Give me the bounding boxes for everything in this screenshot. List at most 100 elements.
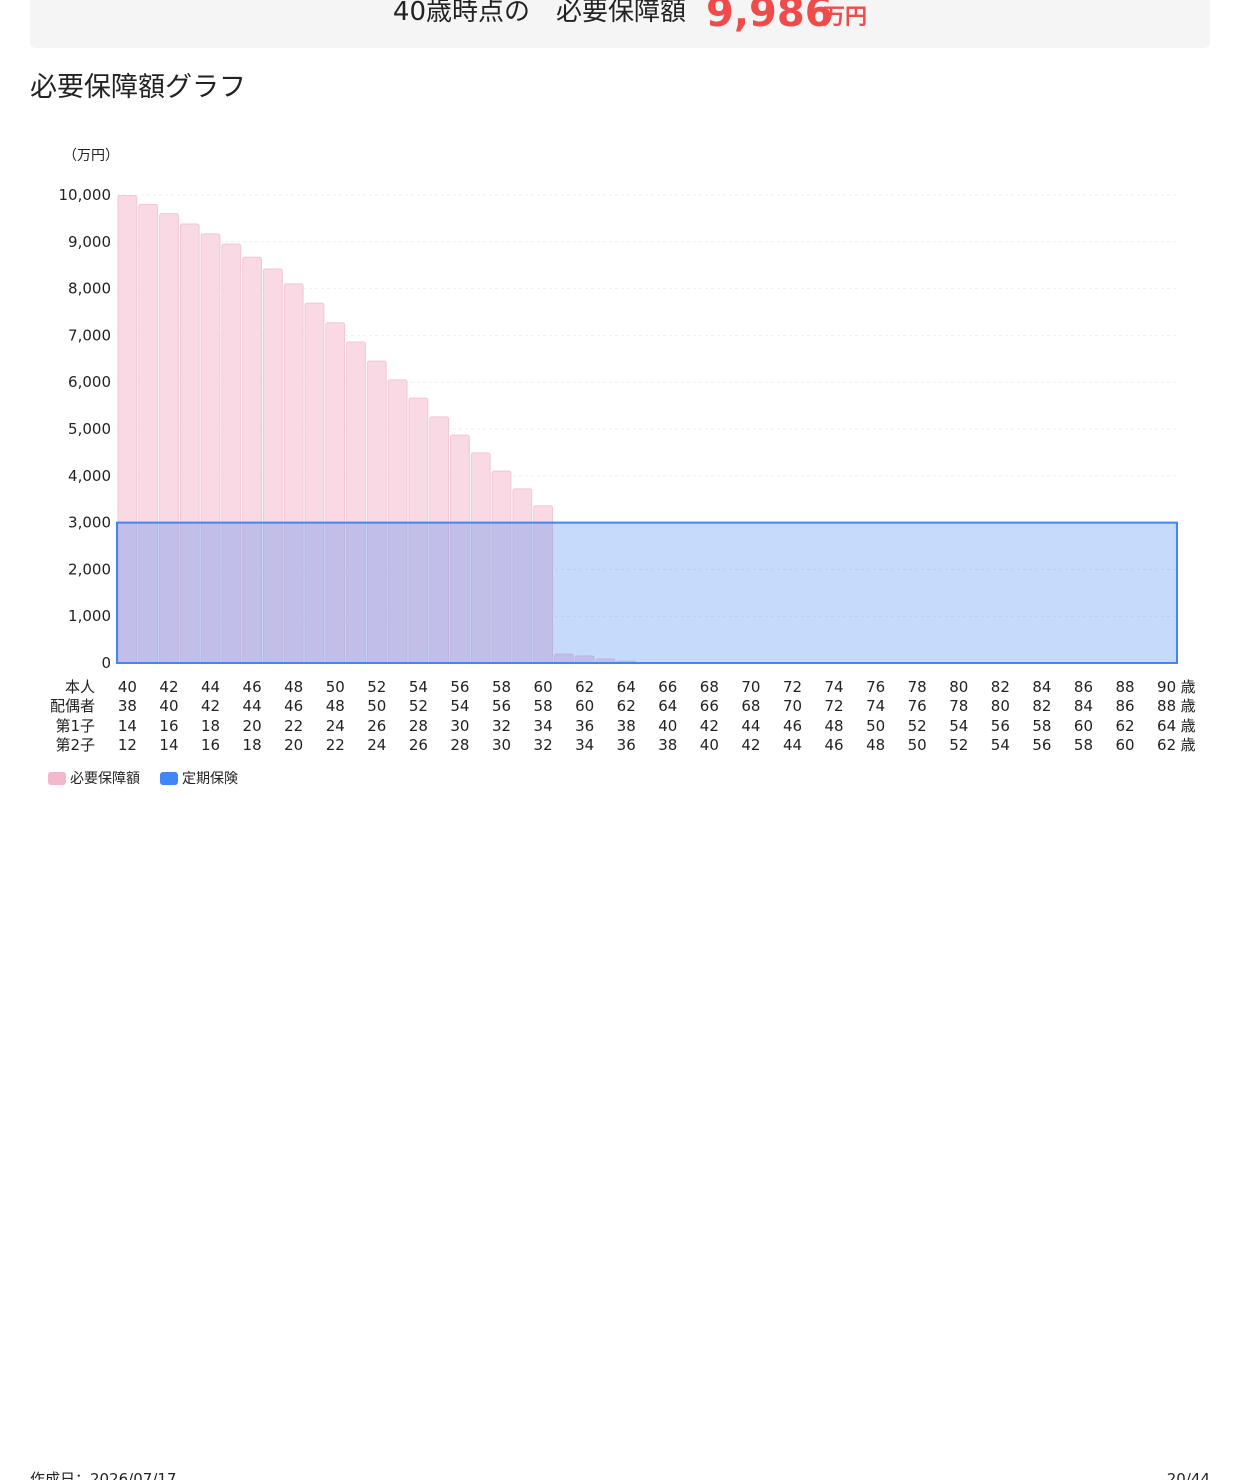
x-tick-label: 24 bbox=[326, 717, 345, 735]
y-tick-label: 8,000 bbox=[68, 280, 111, 298]
x-tick-label: 26 bbox=[367, 717, 386, 735]
x-tick-label: 50 bbox=[866, 717, 885, 735]
x-tick-label: 66 bbox=[700, 697, 719, 715]
x-unit: 歳 bbox=[1181, 678, 1196, 696]
x-tick-label: 30 bbox=[450, 717, 469, 735]
footer-date: 作成日：2026/07/17 bbox=[30, 1470, 176, 1480]
x-tick-label: 16 bbox=[201, 736, 220, 754]
x-tick-label: 72 bbox=[825, 697, 844, 715]
x-tick-label: 80 bbox=[949, 678, 968, 696]
x-row-name: 第2子 bbox=[55, 736, 95, 754]
x-tick-label: 78 bbox=[949, 697, 968, 715]
x-tick-label: 60 bbox=[575, 697, 594, 715]
x-tick-label: 32 bbox=[534, 736, 553, 754]
x-tick-label: 74 bbox=[866, 697, 885, 715]
x-tick-label: 56 bbox=[991, 717, 1010, 735]
x-tick-label: 56 bbox=[492, 697, 511, 715]
x-tick-label: 46 bbox=[825, 736, 844, 754]
x-tick-label: 40 bbox=[700, 736, 719, 754]
x-tick-label: 24 bbox=[367, 736, 386, 754]
y-tick-label: 0 bbox=[101, 654, 111, 672]
x-tick-label: 48 bbox=[866, 736, 885, 754]
x-unit: 歳 bbox=[1181, 736, 1196, 754]
x-tick-label: 86 bbox=[1115, 697, 1134, 715]
x-tick-label: 76 bbox=[908, 697, 927, 715]
x-tick-label: 80 bbox=[991, 697, 1010, 715]
x-tick-label: 88 bbox=[1157, 697, 1176, 715]
x-unit: 歳 bbox=[1181, 697, 1196, 715]
x-tick-label: 48 bbox=[326, 697, 345, 715]
x-tick-label: 42 bbox=[159, 678, 178, 696]
x-tick-label: 46 bbox=[284, 697, 303, 715]
x-tick-label: 42 bbox=[700, 717, 719, 735]
x-tick-label: 50 bbox=[908, 736, 927, 754]
section-heading: 必要保障額グラフ bbox=[30, 72, 246, 103]
x-tick-label: 50 bbox=[326, 678, 345, 696]
x-tick-label: 20 bbox=[243, 717, 262, 735]
x-tick-label: 22 bbox=[326, 736, 345, 754]
y-tick-label: 1,000 bbox=[68, 607, 111, 625]
x-tick-label: 22 bbox=[284, 717, 303, 735]
x-tick-label: 58 bbox=[1032, 717, 1051, 735]
x-tick-label: 68 bbox=[741, 697, 760, 715]
y-tick-label: 6,000 bbox=[68, 373, 111, 391]
x-tick-label: 38 bbox=[118, 697, 137, 715]
x-tick-label: 86 bbox=[1074, 678, 1093, 696]
x-tick-label: 54 bbox=[949, 717, 968, 735]
x-tick-label: 62 bbox=[1157, 736, 1176, 754]
summary-label: 40歳時点の 必要保障額 bbox=[393, 0, 686, 27]
x-tick-label: 82 bbox=[991, 678, 1010, 696]
x-tick-label: 40 bbox=[159, 697, 178, 715]
y-tick-label: 2,000 bbox=[68, 560, 111, 578]
x-tick-label: 60 bbox=[534, 678, 553, 696]
x-tick-label: 48 bbox=[284, 678, 303, 696]
x-tick-label: 26 bbox=[409, 736, 428, 754]
x-row-name: 本人 bbox=[65, 678, 95, 696]
x-tick-label: 44 bbox=[243, 697, 262, 715]
x-tick-label: 90 bbox=[1157, 678, 1176, 696]
summary-value: 9,986 bbox=[706, 0, 833, 36]
x-tick-label: 52 bbox=[409, 697, 428, 715]
x-tick-label: 16 bbox=[159, 717, 178, 735]
x-tick-label: 64 bbox=[617, 678, 636, 696]
x-tick-label: 52 bbox=[367, 678, 386, 696]
x-tick-label: 44 bbox=[741, 717, 760, 735]
area bbox=[116, 521, 1178, 664]
y-tick-label: 9,000 bbox=[68, 233, 111, 251]
legend-swatch bbox=[160, 772, 178, 785]
x-tick-label: 54 bbox=[450, 697, 469, 715]
x-tick-label: 34 bbox=[575, 736, 594, 754]
x-tick-label: 42 bbox=[741, 736, 760, 754]
x-tick-label: 58 bbox=[534, 697, 553, 715]
legend-label: 定期保険 bbox=[182, 771, 238, 787]
x-tick-label: 32 bbox=[492, 717, 511, 735]
x-tick-label: 44 bbox=[201, 678, 220, 696]
summary-box bbox=[30, 0, 1210, 48]
x-tick-label: 56 bbox=[1032, 736, 1051, 754]
x-tick-label: 20 bbox=[284, 736, 303, 754]
y-tick-label: 10,000 bbox=[59, 186, 112, 204]
x-tick-label: 42 bbox=[201, 697, 220, 715]
x-tick-label: 84 bbox=[1032, 678, 1051, 696]
x-tick-label: 46 bbox=[243, 678, 262, 696]
x-tick-label: 12 bbox=[118, 736, 137, 754]
x-tick-label: 54 bbox=[409, 678, 428, 696]
x-tick-label: 18 bbox=[201, 717, 220, 735]
x-tick-label: 82 bbox=[1032, 697, 1051, 715]
x-tick-label: 54 bbox=[991, 736, 1010, 754]
x-tick-label: 40 bbox=[118, 678, 137, 696]
x-tick-label: 76 bbox=[866, 678, 885, 696]
x-tick-label: 38 bbox=[658, 736, 677, 754]
x-unit: 歳 bbox=[1181, 717, 1196, 735]
x-tick-label: 52 bbox=[908, 717, 927, 735]
y-axis-unit: （万円） bbox=[63, 148, 119, 164]
summary-unit: 万円 bbox=[822, 5, 867, 30]
x-tick-label: 34 bbox=[534, 717, 553, 735]
x-tick-label: 70 bbox=[783, 697, 802, 715]
x-tick-label: 64 bbox=[658, 697, 677, 715]
x-tick-label: 14 bbox=[118, 717, 137, 735]
x-tick-label: 66 bbox=[658, 678, 677, 696]
x-tick-label: 28 bbox=[450, 736, 469, 754]
x-tick-label: 52 bbox=[949, 736, 968, 754]
x-tick-label: 88 bbox=[1115, 678, 1134, 696]
